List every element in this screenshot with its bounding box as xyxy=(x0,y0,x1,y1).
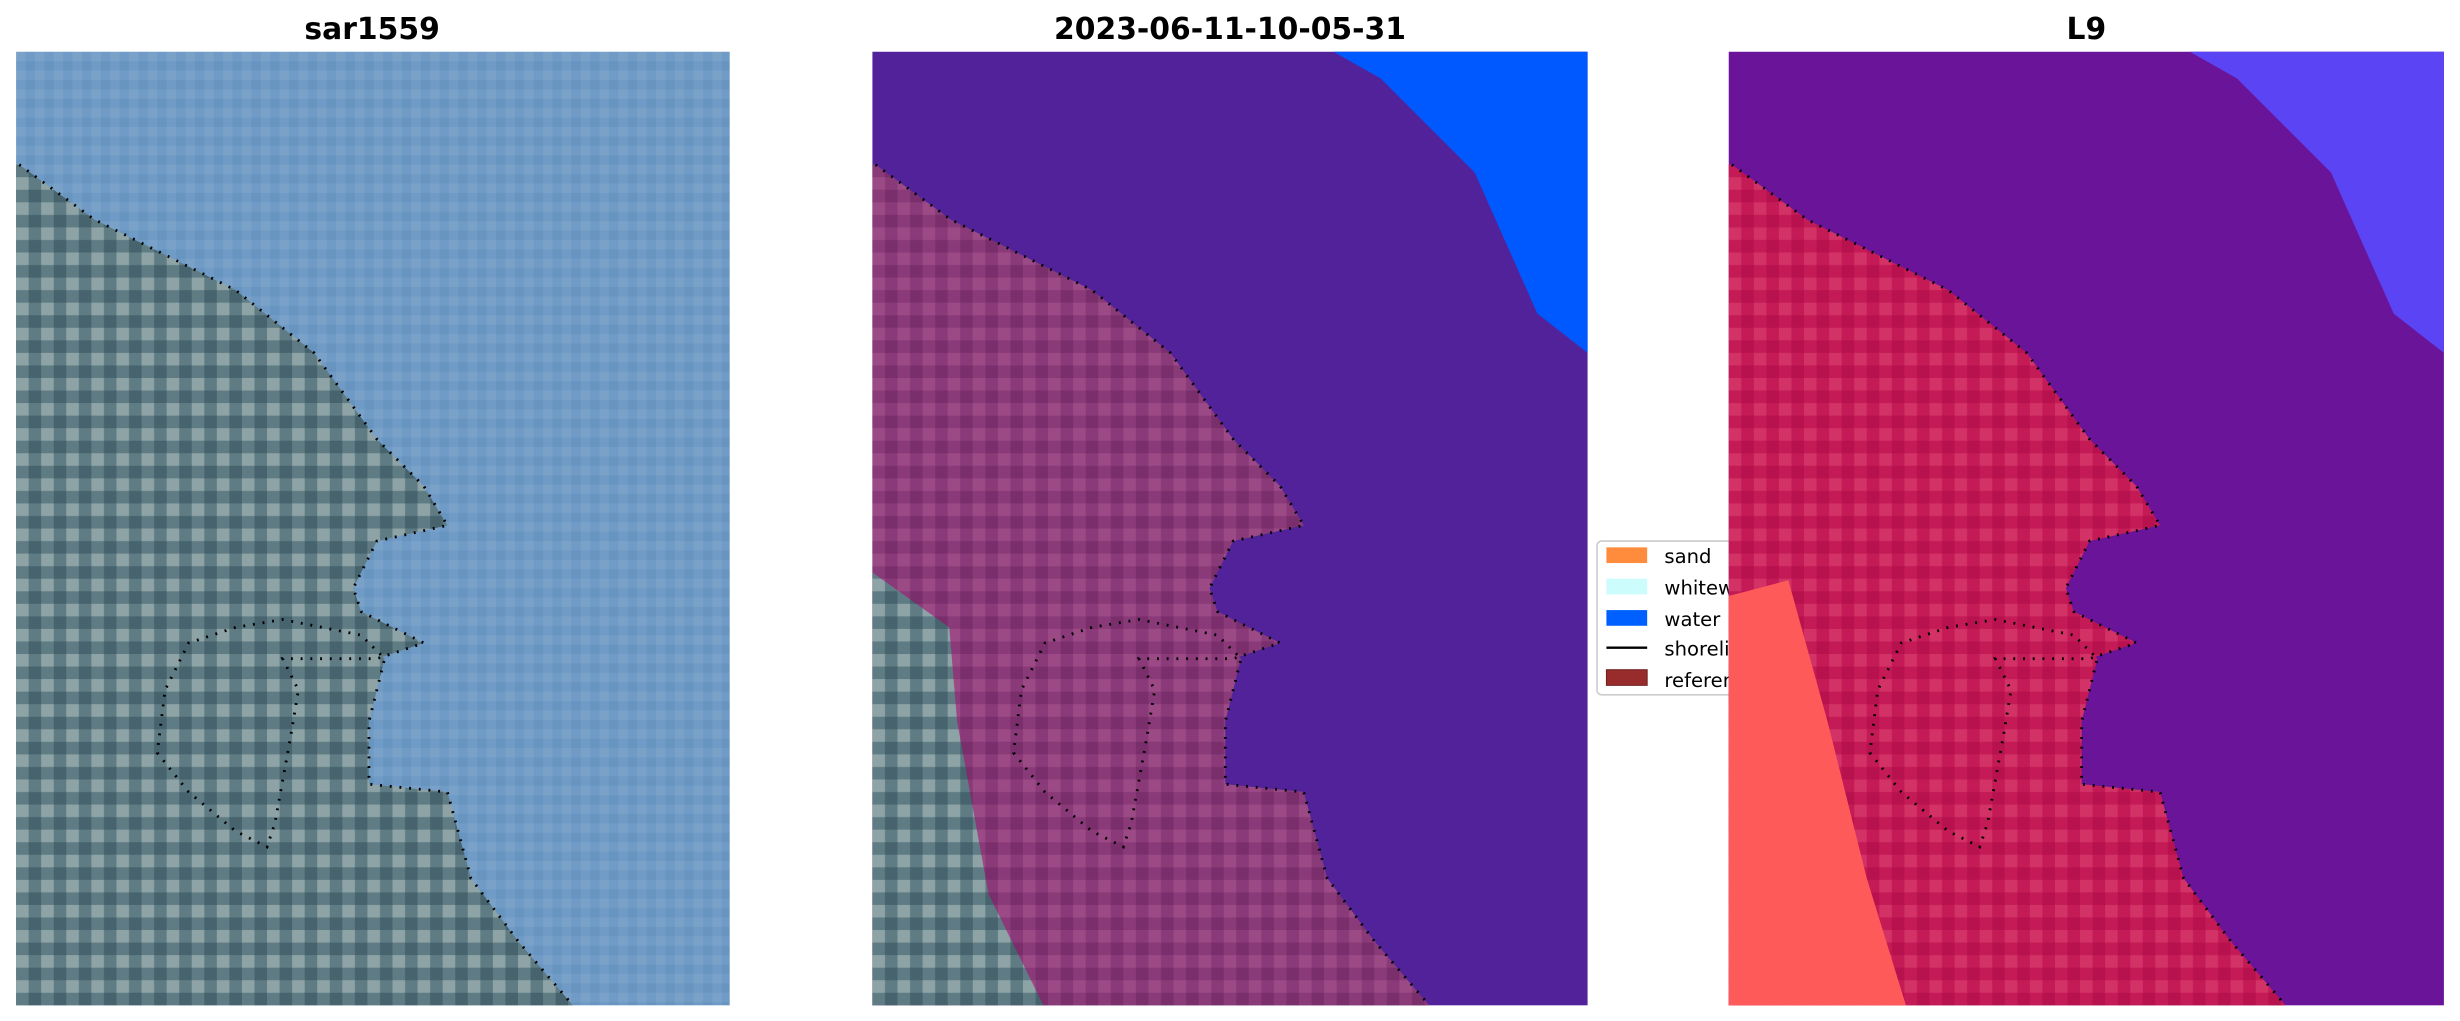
panel-l9-image xyxy=(1728,51,2444,1007)
panel-title: L9 xyxy=(2066,12,2106,47)
panel-classified-image xyxy=(872,51,1588,1007)
legend-item: sand xyxy=(1606,545,1712,568)
unclassified-area xyxy=(872,572,1044,1006)
legend-label: sand xyxy=(1664,545,1711,568)
ocean-area xyxy=(2189,51,2444,353)
legend-item: water xyxy=(1606,608,1721,631)
reference-swatch xyxy=(1605,669,1648,686)
legend: sand whitewater water shoreline referenc… xyxy=(1596,540,1775,696)
panel-sar-image xyxy=(16,51,730,1007)
sand-swatch xyxy=(1606,547,1648,564)
water-swatch xyxy=(1606,610,1648,626)
legend-label: water xyxy=(1664,608,1721,631)
ocean-area xyxy=(1333,51,1588,353)
panel-title: 2023-06-11-10-05-31 xyxy=(1054,12,1406,47)
bright-area xyxy=(1728,580,1906,1006)
whitewater-swatch xyxy=(1606,578,1648,595)
panel-title: sar1559 xyxy=(304,12,439,47)
